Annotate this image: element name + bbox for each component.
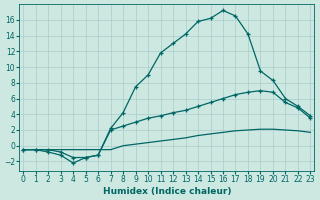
X-axis label: Humidex (Indice chaleur): Humidex (Indice chaleur) [103, 187, 231, 196]
